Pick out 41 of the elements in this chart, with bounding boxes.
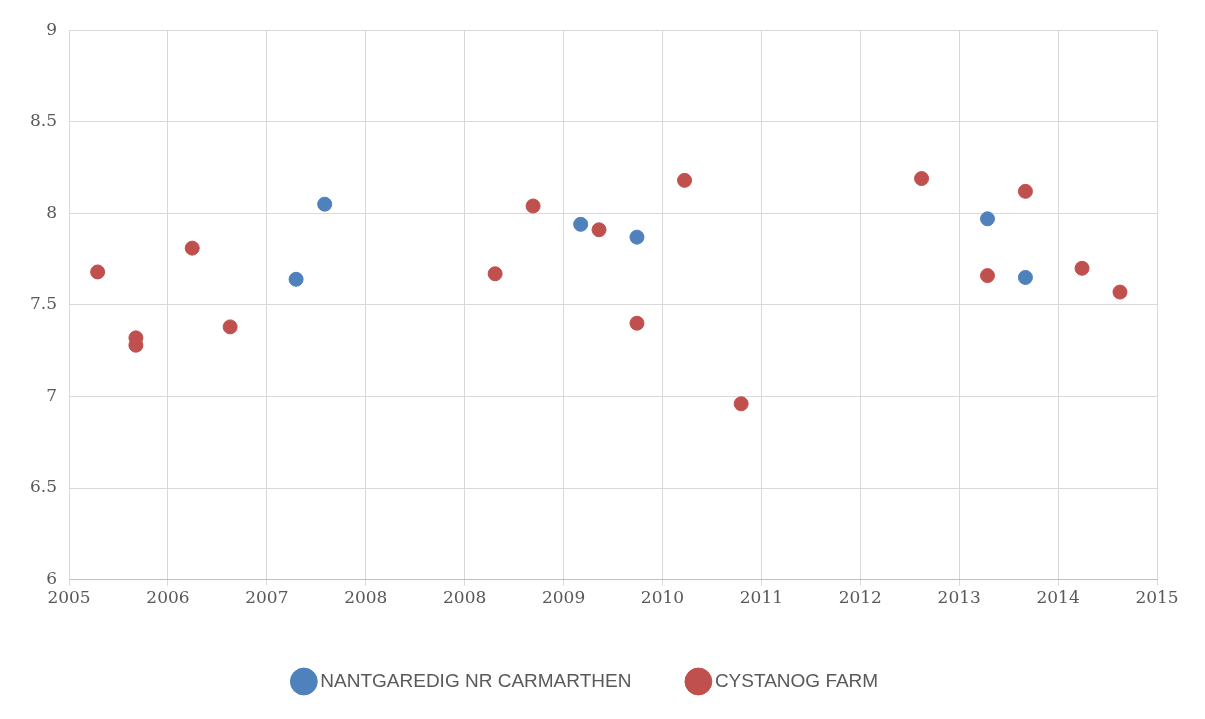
point xyxy=(184,240,200,256)
x-tick-label: 2008 xyxy=(344,587,388,608)
y-tick-label: 9 xyxy=(46,18,58,39)
point xyxy=(317,196,333,212)
x-tick-label: 2012 xyxy=(838,587,882,608)
x-tick-label: 2013 xyxy=(937,587,981,608)
point xyxy=(1017,183,1033,199)
point xyxy=(591,222,607,238)
legend-label: CYSTANOG FARM xyxy=(714,669,879,691)
point xyxy=(677,172,693,188)
point xyxy=(90,264,106,280)
point xyxy=(222,319,238,335)
y-tick-label: 7 xyxy=(46,384,58,405)
point xyxy=(288,271,304,287)
y-tick-label: 6 xyxy=(46,568,58,589)
y-tick-label: 8 xyxy=(46,201,58,222)
x-tick-label: 2005 xyxy=(47,587,91,608)
y-tick-label: 7.5 xyxy=(29,293,58,314)
point xyxy=(629,229,645,245)
point xyxy=(1017,269,1033,285)
point xyxy=(1112,284,1128,300)
x-tick-label: 2014 xyxy=(1036,587,1080,608)
y-tick-label: 8.5 xyxy=(29,110,58,131)
y-tick-label: 6.5 xyxy=(29,476,58,497)
point xyxy=(979,211,995,227)
x-tick-label: 2010 xyxy=(640,587,685,608)
point xyxy=(733,396,749,412)
point xyxy=(525,198,541,214)
x-tick-label: 2006 xyxy=(146,587,190,608)
point xyxy=(487,266,503,282)
point xyxy=(1074,260,1090,276)
point xyxy=(629,315,645,331)
x-tick-label: 2008 xyxy=(443,587,487,608)
x-tick-label: 2007 xyxy=(245,587,289,608)
point xyxy=(914,171,930,187)
x-tick-label: 2015 xyxy=(1135,587,1179,608)
legend-label: NANTGAREDIG NR CARMARTHEN xyxy=(320,669,632,691)
x-tick-label: 2011 xyxy=(739,587,784,608)
point xyxy=(573,216,589,232)
point xyxy=(979,268,995,284)
x-tick-label: 2009 xyxy=(541,587,586,608)
